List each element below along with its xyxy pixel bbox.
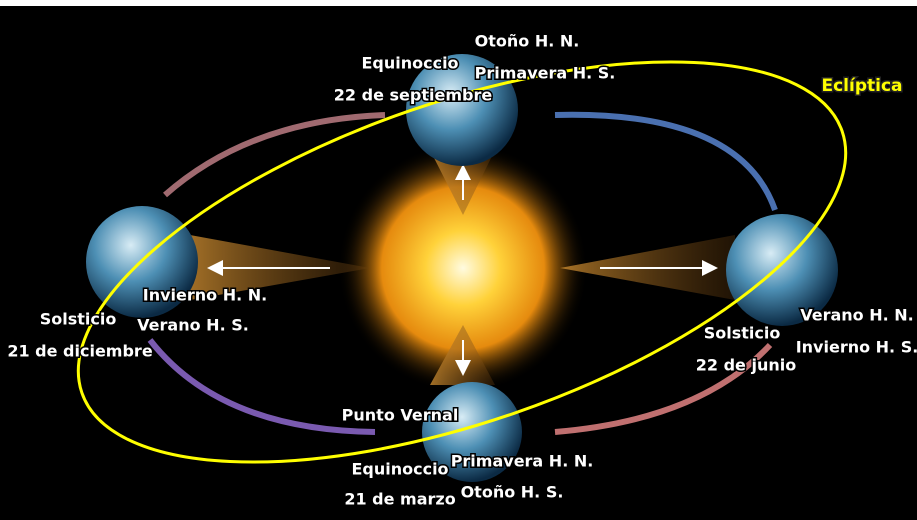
event-label: Equinoccio <box>361 54 458 73</box>
date-label: 21 de marzo <box>344 490 455 509</box>
date-label: 21 de diciembre <box>7 342 152 361</box>
event-label: Solsticio <box>40 310 117 329</box>
date-label: 22 de junio <box>696 356 796 375</box>
season-label: Primavera H. N. <box>451 452 594 471</box>
vernal-point-label: Punto Vernal <box>342 406 459 425</box>
diagram: Eclíptica Otoño H. N. Primavera H. S. Eq… <box>0 0 917 520</box>
season-label: Verano H. S. <box>137 316 249 335</box>
date-label: 22 de septiembre <box>334 86 493 105</box>
ecliptic-label: Eclíptica <box>821 76 902 96</box>
top-border <box>0 0 917 6</box>
season-label: Invierno H. S. <box>796 338 917 357</box>
season-label: Otoño H. S. <box>461 483 564 502</box>
season-label: Otoño H. N. <box>475 32 580 51</box>
season-label: Verano H. N. <box>800 306 914 325</box>
season-label: Primavera H. S. <box>475 64 616 83</box>
event-label: Solsticio <box>704 324 781 343</box>
season-label: Invierno H. N. <box>143 286 267 305</box>
event-label: Equinoccio <box>351 460 448 479</box>
